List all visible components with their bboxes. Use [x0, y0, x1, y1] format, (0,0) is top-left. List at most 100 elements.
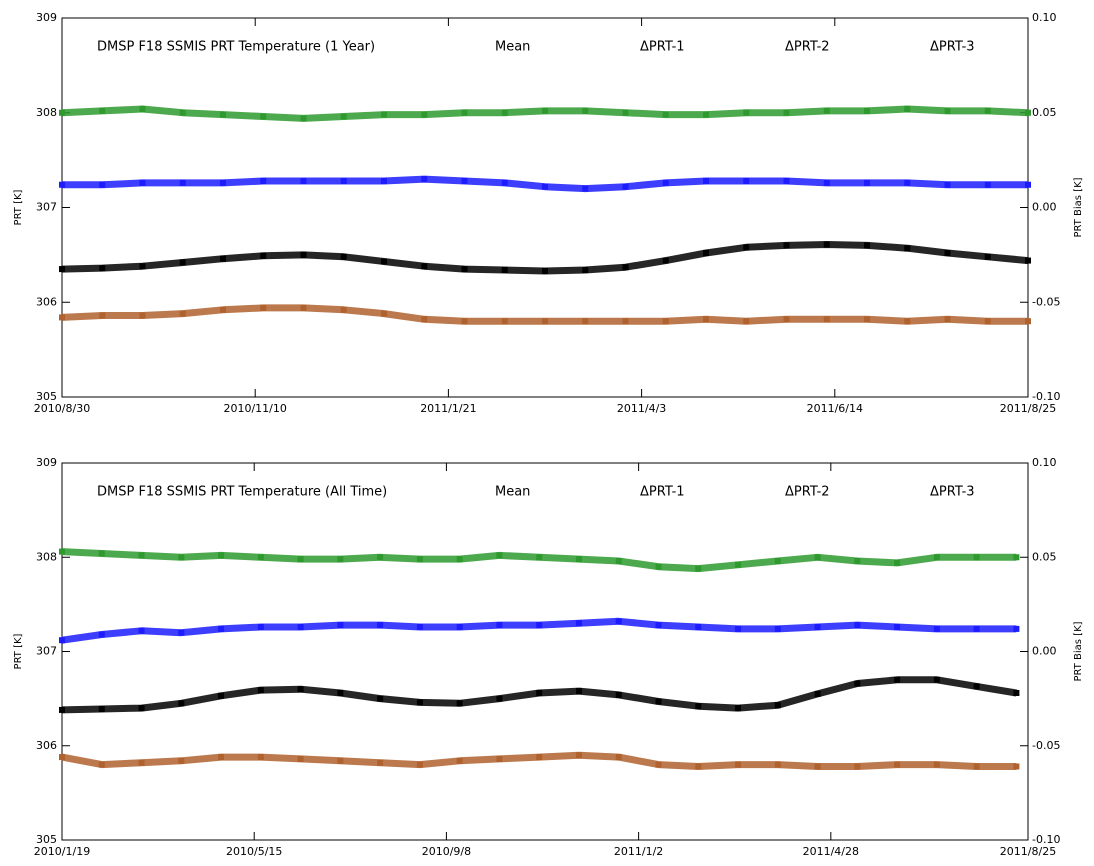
data-point — [461, 109, 468, 116]
data-point — [695, 763, 702, 770]
data-point — [695, 623, 702, 630]
data-point — [854, 622, 861, 629]
data-point — [1025, 181, 1031, 188]
data-point — [300, 177, 307, 184]
y-tick-label: 308 — [36, 550, 57, 563]
x-tick-label: 2010/11/10 — [223, 402, 286, 415]
data-point — [220, 255, 226, 262]
data-point — [377, 695, 384, 702]
data-point — [98, 631, 105, 638]
data-point — [59, 314, 65, 321]
data-point — [139, 105, 146, 112]
x-tick-label: 2011/1/2 — [614, 845, 663, 858]
y2-tick-label: -0.10 — [1032, 390, 1060, 403]
y2-tick-label: 0.10 — [1032, 456, 1057, 469]
data-point — [662, 111, 669, 118]
data-point — [220, 179, 226, 186]
data-point — [1025, 318, 1031, 325]
data-point — [743, 177, 750, 184]
data-point — [536, 754, 543, 761]
data-point — [933, 676, 940, 683]
y2-tick-label: 0.00 — [1032, 645, 1057, 658]
data-point — [695, 565, 702, 572]
data-point — [138, 759, 145, 766]
data-point — [461, 177, 468, 184]
data-point — [178, 700, 185, 707]
data-point — [774, 625, 781, 632]
data-point — [337, 622, 344, 629]
data-point — [300, 115, 307, 122]
data-point — [973, 763, 980, 770]
data-point — [904, 105, 911, 112]
data-point — [456, 556, 463, 563]
data-point — [542, 183, 548, 190]
data-point — [743, 109, 750, 116]
data-point — [904, 179, 911, 186]
y-tick-label: 306 — [36, 295, 57, 308]
y2-tick-label: 0.05 — [1032, 106, 1057, 119]
data-point — [1013, 763, 1020, 770]
legend-entry: ΔPRT-2 — [785, 40, 830, 55]
data-point — [257, 623, 264, 630]
data-point — [501, 267, 508, 274]
data-point — [461, 266, 468, 273]
data-point — [260, 304, 267, 311]
data-point — [944, 316, 951, 323]
data-point — [575, 688, 582, 695]
data-point — [575, 620, 582, 627]
legend-entry: Mean — [495, 40, 530, 55]
data-point — [933, 554, 940, 561]
data-point — [783, 177, 790, 184]
data-point — [973, 683, 980, 690]
data-point — [257, 754, 264, 761]
data-point — [59, 181, 65, 188]
data-point — [582, 267, 589, 274]
data-point — [823, 107, 830, 114]
data-point — [695, 703, 702, 710]
data-point — [944, 107, 951, 114]
data-point — [340, 306, 347, 313]
y2-tick-label: 0.10 — [1032, 11, 1057, 24]
data-point — [662, 318, 669, 325]
data-point — [260, 177, 267, 184]
data-point — [542, 107, 548, 114]
data-point — [381, 177, 387, 184]
data-point — [416, 623, 423, 630]
data-point — [297, 686, 304, 693]
y2-tick-label: -0.05 — [1032, 295, 1060, 308]
data-point — [622, 264, 629, 271]
data-point — [1013, 689, 1020, 696]
data-point — [944, 181, 951, 188]
data-point — [582, 107, 589, 114]
data-point — [582, 185, 589, 192]
data-point — [984, 318, 991, 325]
data-point — [575, 556, 582, 563]
data-point — [622, 318, 629, 325]
legend-entry: ΔPRT-3 — [930, 40, 975, 55]
data-point — [894, 676, 901, 683]
data-point — [98, 550, 105, 557]
y-axis-label: PRT [K] — [13, 633, 24, 669]
data-point — [735, 761, 742, 768]
data-point — [257, 687, 264, 694]
data-point — [933, 625, 940, 632]
chart-title: DMSP F18 SSMIS PRT Temperature (1 Year) — [97, 40, 375, 55]
data-point — [139, 263, 146, 270]
y-tick-label: 309 — [36, 456, 57, 469]
data-point — [297, 556, 304, 563]
data-point — [536, 554, 543, 561]
data-point — [337, 689, 344, 696]
data-point — [984, 181, 991, 188]
data-point — [783, 109, 790, 116]
data-point — [655, 761, 662, 768]
x-tick-label: 2010/1/19 — [34, 845, 90, 858]
data-point — [536, 689, 543, 696]
data-point — [904, 245, 911, 252]
data-point — [59, 548, 65, 555]
data-point — [814, 623, 821, 630]
x-tick-label: 2011/8/25 — [1000, 845, 1056, 858]
data-point — [703, 249, 709, 256]
x-tick-label: 2010/5/15 — [226, 845, 282, 858]
data-point — [854, 558, 861, 565]
data-point — [456, 700, 463, 707]
